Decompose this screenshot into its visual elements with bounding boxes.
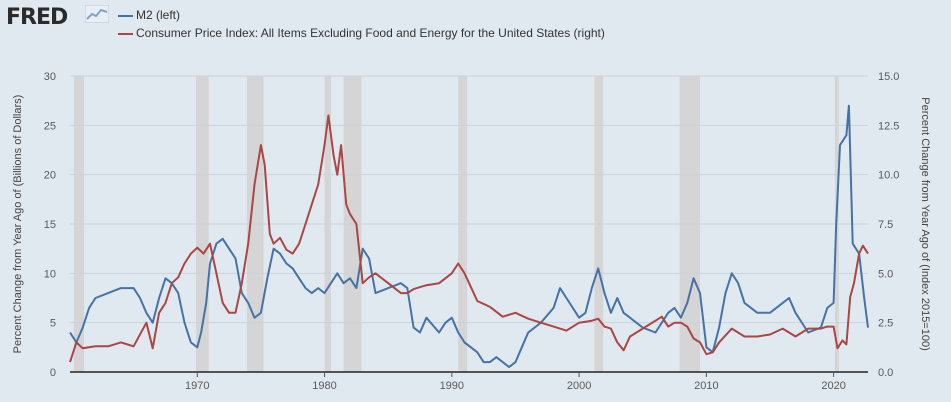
y-axis-title-right: Percent Change from Year Ago of (Index 2… <box>919 97 931 350</box>
y-tick-left-5: 25 <box>44 120 56 132</box>
series-lines <box>69 104 869 369</box>
y-tick-left-1: 5 <box>50 318 56 330</box>
legend-label-cpi: Consumer Price Index: All Items Excludin… <box>136 26 605 40</box>
legend-item-m2: M2 (left) <box>118 7 180 23</box>
y-tick-left-2: 10 <box>44 268 56 280</box>
y-tick-left-6: 30 <box>44 71 56 83</box>
y-tick-right-0: 0.0 <box>878 367 893 379</box>
x-tick-2: 1990 <box>440 380 464 392</box>
y-tick-right-4: 10.0 <box>878 170 899 182</box>
y-tick-right-6: 15.0 <box>878 71 899 83</box>
series-line-cpi <box>69 114 869 363</box>
legend-label-m2: M2 (left) <box>136 8 181 22</box>
series-line-m2 <box>69 104 869 369</box>
x-tick-3: 2000 <box>567 380 591 392</box>
x-tick-4: 2010 <box>694 380 718 392</box>
x-tick-0: 1970 <box>185 380 209 392</box>
y-tick-right-3: 7.5 <box>878 219 893 231</box>
y-tick-right-1: 2.5 <box>878 318 893 330</box>
y-tick-right-2: 5.0 <box>878 268 893 280</box>
fred-logo[interactable]: FRED <box>6 5 68 30</box>
y-tick-left-3: 15 <box>44 219 56 231</box>
trend-line-icon <box>85 5 109 23</box>
legend-item-cpi: Consumer Price Index: All Items Excludin… <box>118 25 605 41</box>
x-tick-5: 2020 <box>821 380 845 392</box>
y-tick-left-0: 0 <box>50 367 56 379</box>
y-tick-left-4: 20 <box>44 170 56 182</box>
y-tick-right-5: 12.5 <box>878 120 899 132</box>
x-tick-1: 1980 <box>312 380 336 392</box>
axes: 0 5 10 15 20 25 30 0.0 2.5 5.0 7.5 10.0 12.5 15.0 1970… <box>44 71 900 392</box>
legend-swatch-m2 <box>118 14 133 17</box>
gridlines <box>70 75 868 324</box>
legend-swatch-cpi <box>118 32 133 35</box>
y-axis-title-left: Percent Change from Year Ago of (Billion… <box>12 95 24 354</box>
